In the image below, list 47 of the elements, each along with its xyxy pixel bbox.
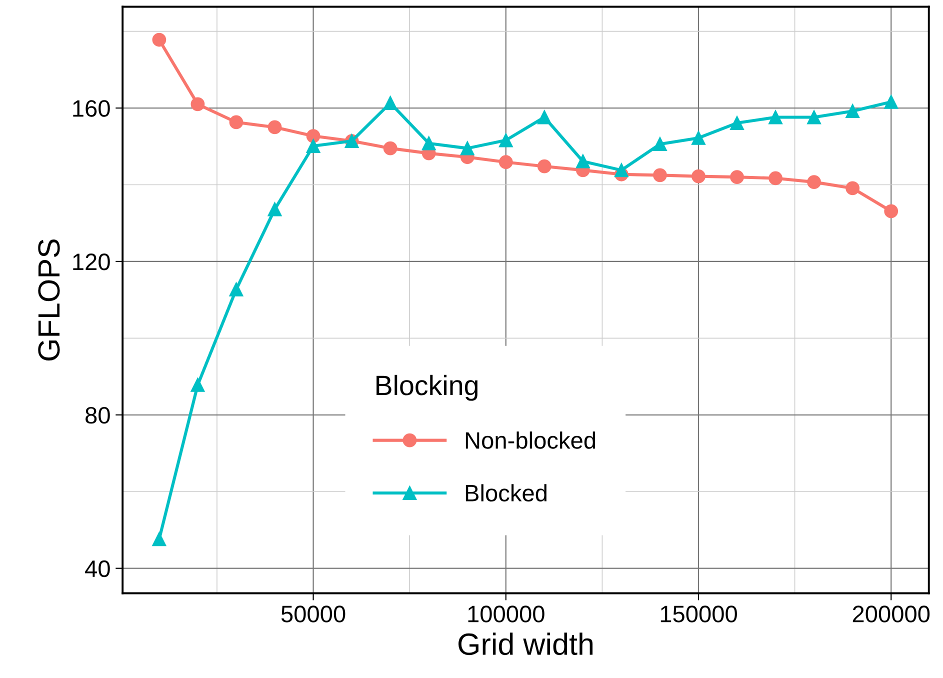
point [807, 110, 822, 124]
point [768, 110, 782, 124]
legend-title: Blocking [376, 374, 478, 401]
point [730, 170, 744, 184]
y-tick-label: 160 [73, 100, 110, 117]
point [807, 175, 822, 190]
point [306, 139, 320, 153]
point [152, 32, 166, 47]
point [498, 155, 513, 170]
x-axis-title: Grid width [458, 632, 593, 656]
y-tick-label: 80 [86, 406, 110, 424]
point [422, 136, 436, 150]
point [884, 204, 898, 218]
point [383, 96, 398, 110]
y-tick-label: 120 [73, 254, 110, 270]
point [692, 169, 706, 184]
point [152, 532, 166, 546]
point [190, 378, 205, 392]
x-tick-label: 200000 [852, 606, 930, 622]
point [614, 163, 628, 178]
legend-label: Blocked [466, 484, 546, 502]
x-tick-label: 150000 [660, 606, 737, 622]
point [306, 129, 320, 143]
point [537, 110, 552, 124]
point [692, 131, 706, 145]
point [190, 97, 205, 112]
point [537, 159, 552, 174]
point [498, 133, 513, 148]
y-axis-title: GFLOPS [38, 239, 60, 360]
legend-label: Non-blocked [466, 431, 596, 449]
point [229, 115, 244, 130]
x-tick-label: 50000 [281, 606, 346, 622]
y-tick-label: 40 [85, 560, 110, 578]
x-tick-label: 100000 [468, 606, 544, 622]
point [576, 154, 590, 168]
point [846, 181, 860, 196]
point [653, 168, 667, 182]
point [768, 171, 782, 186]
point [268, 202, 282, 216]
point [653, 137, 667, 152]
point [268, 120, 282, 134]
point [229, 282, 244, 296]
point [884, 94, 898, 109]
point [383, 141, 398, 156]
point [846, 104, 860, 118]
point [730, 116, 744, 130]
point [460, 141, 474, 156]
